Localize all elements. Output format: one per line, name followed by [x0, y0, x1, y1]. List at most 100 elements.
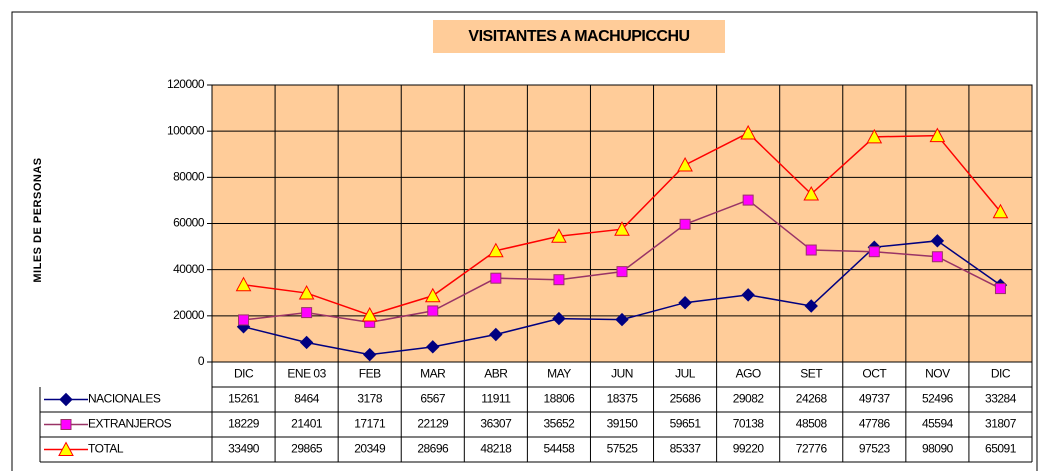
table-value: 52496 — [922, 392, 954, 406]
table-value: 36307 — [480, 417, 512, 431]
table-value: 18229 — [228, 417, 260, 431]
legend-label: EXTRANJEROS — [88, 417, 172, 431]
table-value: 45594 — [922, 417, 954, 431]
point-marker — [235, 276, 252, 292]
x-tick-label: JUN — [611, 367, 633, 381]
point-marker — [488, 242, 504, 258]
point-marker — [489, 327, 503, 342]
legend-marker — [58, 441, 74, 456]
table-value: 15261 — [228, 392, 260, 406]
table-value: 33490 — [228, 442, 260, 456]
table-value: 99220 — [733, 442, 765, 456]
y-tick-label: 120000 — [167, 77, 205, 91]
x-tick-label: DIC — [234, 367, 254, 381]
table-value: 35652 — [543, 417, 575, 431]
point-marker — [361, 306, 378, 322]
table-value: 18375 — [607, 392, 639, 406]
point-marker — [362, 347, 377, 362]
legend-marker — [60, 419, 72, 430]
point-marker — [803, 185, 820, 201]
point-marker — [929, 127, 946, 143]
y-axis-label: MILES DE PERSONAS — [32, 157, 44, 282]
point-marker — [740, 124, 756, 140]
point-marker — [614, 221, 630, 236]
y-tick-label: 40000 — [173, 262, 205, 276]
table-value: 48508 — [796, 417, 828, 431]
table-value: 59651 — [670, 417, 702, 431]
point-marker — [299, 335, 314, 350]
point-marker — [301, 307, 313, 319]
legend-label: TOTAL — [88, 442, 124, 456]
table-value: 18806 — [543, 392, 575, 406]
table-value: 33284 — [985, 392, 1017, 406]
point-marker — [931, 251, 943, 263]
table-value: 31807 — [985, 417, 1017, 431]
legend-label: NACIONALES — [88, 392, 161, 406]
table-value: 85337 — [670, 442, 702, 456]
table-value: 21401 — [291, 417, 323, 431]
table-value: 39150 — [607, 417, 639, 431]
y-tick-label: 60000 — [173, 216, 205, 230]
table-value: 20349 — [354, 442, 386, 456]
table-value: 28696 — [417, 442, 449, 456]
table-value: 24268 — [796, 392, 828, 406]
table-value: 22129 — [417, 417, 449, 431]
x-tick-label: ABR — [484, 367, 508, 381]
table-value: 25686 — [670, 392, 702, 406]
y-tick-label: 80000 — [173, 170, 205, 184]
table-value: 17171 — [354, 417, 386, 431]
table-value: 49737 — [859, 392, 891, 406]
x-tick-label: DIC — [991, 367, 1011, 381]
point-marker — [677, 156, 693, 172]
point-marker — [992, 203, 1009, 219]
point-marker — [490, 272, 502, 284]
table-value: 98090 — [922, 442, 954, 456]
x-tick-label: MAY — [547, 367, 571, 381]
point-marker — [553, 274, 565, 286]
point-marker — [805, 244, 817, 256]
y-tick-label: 0 — [198, 354, 205, 368]
x-tick-label: MAR — [420, 367, 446, 381]
table-value: 29865 — [291, 442, 323, 456]
point-marker — [741, 288, 755, 302]
point-marker — [616, 266, 628, 278]
point-marker — [615, 312, 629, 327]
table-value: 54458 — [543, 442, 575, 456]
table-value: 3178 — [357, 392, 383, 406]
point-marker — [551, 228, 567, 243]
point-marker — [742, 194, 754, 206]
x-tick-label: SET — [800, 367, 823, 381]
x-tick-label: OCT — [862, 367, 887, 381]
point-marker — [679, 218, 691, 230]
x-tick-label: ENE 03 — [287, 367, 326, 381]
point-marker — [427, 305, 439, 317]
x-tick-label: AGO — [736, 367, 761, 381]
table-value: 11911 — [481, 392, 511, 406]
table-value: 72776 — [796, 442, 828, 456]
point-marker — [930, 234, 945, 248]
chart-title: VISITANTES A MACHUPICCHU — [468, 28, 689, 45]
x-tick-label: FEB — [359, 367, 381, 381]
point-marker — [426, 340, 440, 354]
table-value: 97523 — [859, 442, 891, 456]
table-value: 57525 — [607, 442, 639, 456]
table-value: 8464 — [294, 392, 320, 406]
point-marker — [238, 314, 250, 326]
legend-marker — [59, 392, 73, 407]
point-marker — [866, 128, 883, 144]
title-box — [433, 20, 725, 53]
y-tick-label: 20000 — [173, 308, 205, 322]
table-value: 47786 — [859, 417, 891, 431]
table-value: 70138 — [733, 417, 765, 431]
point-marker — [298, 285, 315, 300]
x-tick-label: NOV — [925, 367, 950, 381]
point-marker — [678, 296, 692, 310]
point-marker — [424, 287, 441, 303]
table-value: 29082 — [733, 392, 765, 406]
point-marker — [868, 246, 880, 258]
point-marker — [804, 299, 818, 313]
table-value: 48218 — [480, 442, 512, 456]
table-value: 6567 — [420, 392, 446, 406]
point-marker — [552, 311, 566, 326]
